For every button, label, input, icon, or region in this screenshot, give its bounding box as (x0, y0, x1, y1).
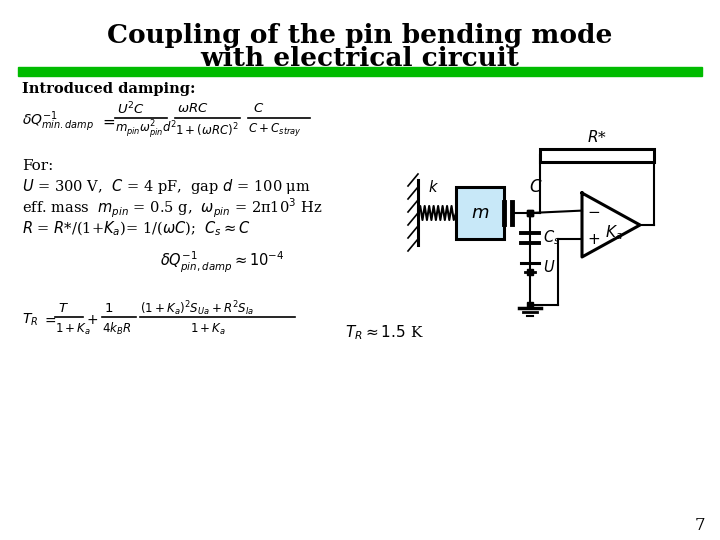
Text: $\delta Q^{-1}_{min.damp}$: $\delta Q^{-1}_{min.damp}$ (22, 110, 94, 134)
Text: $R$ = $R$*/(1+$K_a$)= 1/($\omega C$);  $C_s \approx C$: $R$ = $R$*/(1+$K_a$)= 1/($\omega C$); $C… (22, 220, 251, 238)
Text: $+$: $+$ (86, 313, 98, 327)
Text: Coupling of the pin bending mode: Coupling of the pin bending mode (107, 23, 613, 48)
Polygon shape (582, 193, 640, 257)
Text: $1+K_a$: $1+K_a$ (55, 321, 91, 336)
Text: $U^2C$: $U^2C$ (117, 100, 145, 117)
Text: $C$: $C$ (529, 179, 543, 197)
Text: $C+C_{stray}$: $C+C_{stray}$ (248, 122, 302, 138)
Text: $U$: $U$ (543, 260, 555, 275)
Text: $U$ = 300 V,  $C$ = 4 pF,  gap $d$ = 100 μm: $U$ = 300 V, $C$ = 4 pF, gap $d$ = 100 μ… (22, 178, 311, 197)
Text: $=$: $=$ (100, 115, 116, 129)
Text: $m_{pin}\omega^2_{pin}d^2$: $m_{pin}\omega^2_{pin}d^2$ (115, 119, 177, 141)
Text: For:: For: (22, 159, 53, 173)
Text: $C$: $C$ (253, 103, 264, 116)
Text: $(1+K_a)^2 S_{Ua} + R^2 S_{Ia}$: $(1+K_a)^2 S_{Ua} + R^2 S_{Ia}$ (140, 300, 254, 319)
Text: $\omega RC$: $\omega RC$ (177, 103, 209, 116)
Text: $m$: $m$ (471, 204, 489, 222)
Text: $1+(\omega RC)^2$: $1+(\omega RC)^2$ (175, 121, 239, 139)
Text: $+$: $+$ (587, 232, 600, 247)
Text: $R$*: $R$* (587, 130, 607, 145)
Text: eff. mass  $m_{pin}$ = 0.5 g,  $\omega_{pin}$ = 2π10$^3$ Hz: eff. mass $m_{pin}$ = 0.5 g, $\omega_{pi… (22, 197, 323, 220)
Text: $-$: $-$ (587, 203, 600, 218)
Text: $K_a$: $K_a$ (605, 224, 623, 242)
Bar (540, 148, 654, 161)
Text: 7: 7 (695, 516, 706, 534)
Text: Introduced damping:: Introduced damping: (22, 82, 196, 96)
Bar (456, 187, 504, 239)
Text: $T$: $T$ (58, 302, 69, 315)
Text: $C_s$: $C_s$ (543, 228, 560, 247)
Text: $T_R \approx 1.5$ K: $T_R \approx 1.5$ K (345, 323, 423, 342)
Bar (18, 67, 702, 76)
Text: $k$: $k$ (428, 179, 438, 195)
Text: $1+K_a$: $1+K_a$ (190, 321, 226, 336)
Text: $\delta Q^{-1}_{pin,damp} \approx 10^{-4}$: $\delta Q^{-1}_{pin,damp} \approx 10^{-4… (160, 249, 284, 274)
Text: $T_R$: $T_R$ (22, 312, 38, 328)
Text: $4k_B R$: $4k_B R$ (102, 321, 131, 337)
Text: with electrical circuit: with electrical circuit (200, 46, 520, 71)
Text: $=$: $=$ (42, 313, 57, 327)
Text: $1$: $1$ (104, 302, 113, 315)
